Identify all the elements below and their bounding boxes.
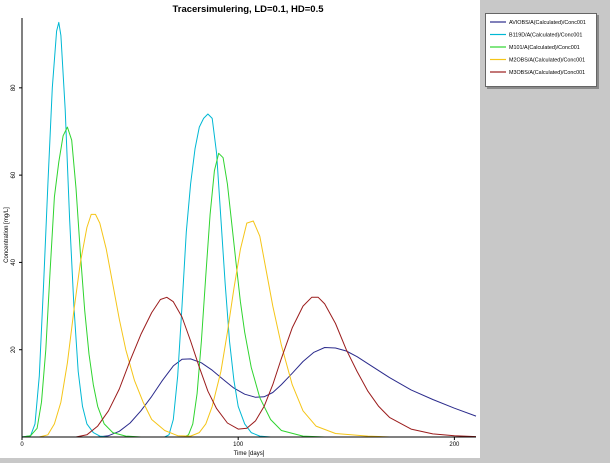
legend-label-2: B119D/A(Calculated)/Conc001	[509, 33, 582, 39]
legend-label-3: M101/A(Calculated)/Conc001	[509, 45, 580, 51]
legend-entries: AVIOBS/A(Calculated)/Conc001 B119D/A(Calc…	[490, 20, 586, 76]
legend-label-4: M2OBS/A(Calculated)/Conc001	[509, 58, 585, 64]
x-tick-label: 100	[233, 442, 244, 448]
line-chart: Tracersimulering, LD=0.1, HD=0.5 Concent…	[4, 4, 477, 457]
series-line-4	[22, 213, 390, 438]
legend-label-5: M3OBS/A(Calculated)/Conc001	[509, 70, 585, 76]
y-tick-label: 40	[11, 258, 17, 265]
chart-title: Tracersimulering, LD=0.1, HD=0.5	[172, 4, 324, 15]
y-tick-label: 80	[11, 84, 17, 91]
series-line-5	[22, 296, 477, 438]
x-tick-label: 0	[20, 442, 24, 448]
y-axis-label: Concentration [mg/L]	[4, 207, 10, 263]
x-axis-label: Time [days]	[234, 451, 265, 457]
chart-panel: Tracersimulering, LD=0.1, HD=0.5 Concent…	[0, 0, 480, 458]
y-tick-label: 20	[11, 346, 17, 353]
x-tick-label: 200	[449, 442, 460, 448]
axes	[21, 18, 476, 438]
y-tick-label: 60	[11, 171, 17, 178]
tick-labels: 0 100 200 20 40 60 80	[11, 84, 460, 448]
series-line-2	[21, 21, 271, 438]
legend: AVIOBS/A(Calculated)/Conc001 B119D/A(Calc…	[485, 13, 597, 87]
series-lines	[21, 21, 477, 438]
legend-label-1: AVIOBS/A(Calculated)/Conc001	[509, 20, 586, 26]
